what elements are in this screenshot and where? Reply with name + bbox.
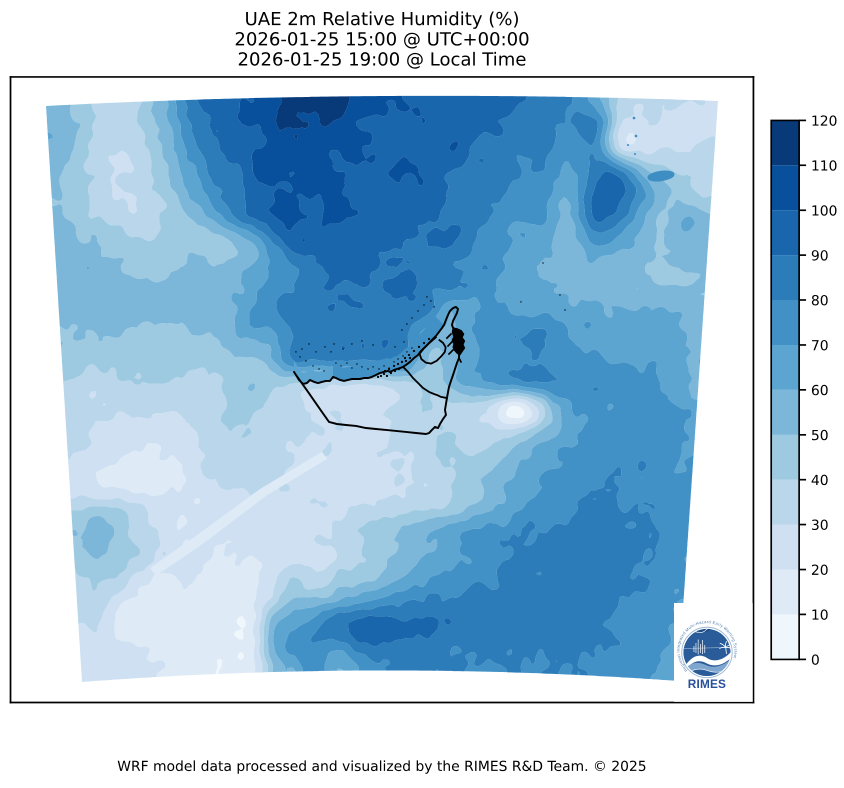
- svg-text:RIMES: RIMES: [688, 678, 726, 691]
